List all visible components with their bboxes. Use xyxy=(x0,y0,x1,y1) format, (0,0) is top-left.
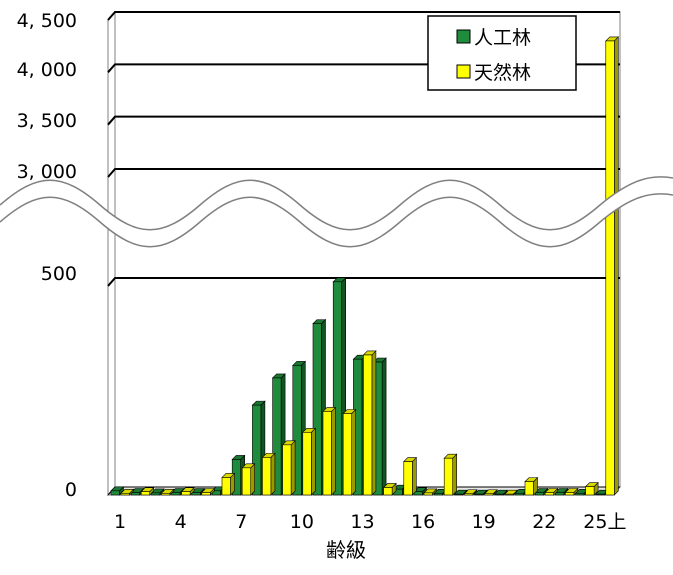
bar xyxy=(524,481,534,496)
x-tick-label: 4 xyxy=(175,511,187,533)
bar xyxy=(312,323,322,496)
bar xyxy=(140,491,150,496)
axis-break-line-top xyxy=(0,176,673,231)
axis-break xyxy=(0,176,673,248)
bar xyxy=(161,493,171,496)
bar xyxy=(454,493,464,496)
x-tick-label: 25上 xyxy=(583,511,626,533)
x-tick-labels: 1 4 7 10 13 16 19 22 25上 xyxy=(114,511,626,533)
x-tick-label: 13 xyxy=(350,511,374,533)
bar xyxy=(403,461,413,496)
legend: 人工林 天然林 xyxy=(427,15,577,91)
legend-label-natural: 天然林 xyxy=(474,62,531,84)
bar xyxy=(241,467,251,496)
bars xyxy=(110,36,620,496)
bar xyxy=(544,492,555,496)
bar-side xyxy=(613,36,619,496)
y-tick-label: 500 xyxy=(41,263,77,285)
bar xyxy=(575,493,585,496)
bar xyxy=(201,492,211,496)
bar xyxy=(110,490,120,496)
legend-label-planted: 人工林 xyxy=(474,27,531,49)
axis-break-band xyxy=(0,176,673,247)
y-tick-labels: 0 500 3, 000 3, 500 4, 000 4, 500 xyxy=(17,10,77,501)
bar xyxy=(181,491,191,496)
bar-side xyxy=(270,452,276,496)
bar xyxy=(171,492,181,496)
bar xyxy=(383,487,393,496)
bar xyxy=(363,354,373,496)
y-tick-label: 4, 500 xyxy=(17,10,77,32)
x-tick-label: 22 xyxy=(532,511,556,533)
y-tick-label: 3, 500 xyxy=(17,110,77,132)
x-tick-label: 19 xyxy=(472,511,496,533)
bar-side xyxy=(250,463,255,496)
bar xyxy=(423,492,433,496)
bar xyxy=(191,492,201,496)
bar xyxy=(322,411,332,496)
bar xyxy=(534,492,545,496)
bar xyxy=(433,493,444,496)
x-tick-label: 16 xyxy=(411,511,435,533)
bar xyxy=(605,40,615,496)
side-wall xyxy=(107,10,116,497)
bar xyxy=(130,492,140,496)
x-tick-label: 1 xyxy=(114,511,126,533)
bar xyxy=(555,492,565,496)
legend-swatch-planted xyxy=(456,29,471,44)
gridline xyxy=(107,11,620,21)
x-tick-label: 10 xyxy=(290,511,314,533)
bar-side xyxy=(411,456,417,496)
bar xyxy=(504,493,514,496)
bar xyxy=(120,493,130,496)
bar-side xyxy=(331,406,336,496)
bar xyxy=(474,493,484,496)
bar xyxy=(484,493,494,496)
x-tick-label: 7 xyxy=(235,511,247,533)
bar xyxy=(252,404,262,496)
gridline xyxy=(107,168,620,178)
bar xyxy=(151,492,161,496)
bar-side xyxy=(310,427,316,496)
bar xyxy=(514,493,524,496)
y-tick-label: 0 xyxy=(65,479,77,501)
bar xyxy=(585,486,595,496)
bar-side xyxy=(381,357,387,496)
x-axis-title: 齢級 xyxy=(326,538,366,562)
y-tick-label: 4, 000 xyxy=(17,59,77,81)
bar xyxy=(443,457,454,496)
legend-box xyxy=(427,15,577,91)
bar-side xyxy=(371,350,377,496)
bar xyxy=(595,493,605,496)
bar xyxy=(342,413,353,496)
bar xyxy=(292,365,302,496)
bar xyxy=(282,444,292,496)
bar-side xyxy=(351,408,357,496)
bar-side xyxy=(290,440,296,496)
bar xyxy=(332,281,343,496)
bar xyxy=(565,492,575,496)
gridline xyxy=(107,115,620,126)
bar xyxy=(272,377,282,496)
bar xyxy=(494,493,504,496)
bar xyxy=(262,457,272,496)
axis-break-line-bottom xyxy=(0,193,673,248)
bar xyxy=(302,431,312,496)
bar xyxy=(221,477,231,496)
bar xyxy=(464,493,474,496)
y-tick-label: 3, 000 xyxy=(17,161,77,183)
gridline xyxy=(107,277,620,287)
bar-side xyxy=(452,453,458,496)
legend-swatch-natural xyxy=(456,64,471,79)
